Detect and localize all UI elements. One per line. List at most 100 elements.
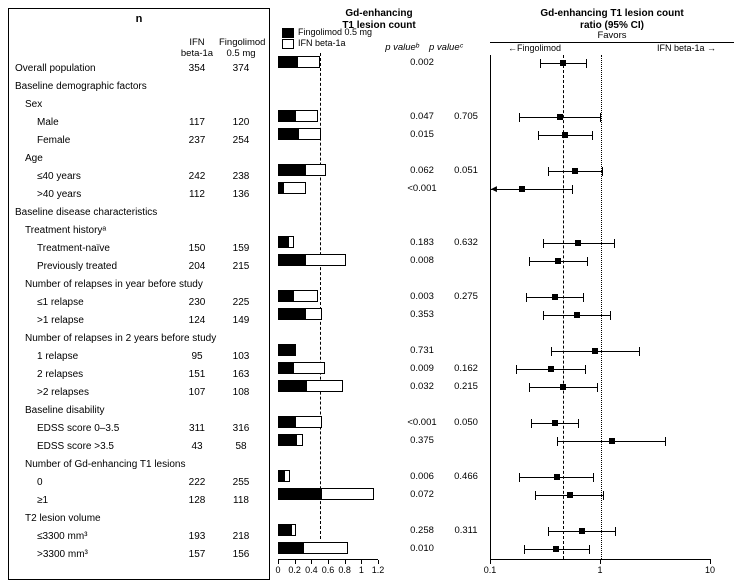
row-label: Number of relapses in 2 years before stu… (15, 333, 216, 344)
bar-fin (278, 110, 295, 122)
row-label: Age (15, 153, 175, 164)
forest-row (491, 73, 711, 91)
cell-fin: 136 (219, 189, 263, 200)
table-row: Age (15, 149, 263, 167)
cell-ifn: 128 (175, 495, 219, 506)
bar-row: <0.001 (278, 179, 480, 197)
forest-row (491, 271, 711, 289)
bar-legend: Fingolimod 0.5 mg IFN beta-1a (278, 25, 378, 53)
pvalue-b: 0.375 (398, 435, 446, 446)
bar-row: 0.0060.466 (278, 467, 480, 485)
table-row: EDSS score 0–3.5311316 (15, 419, 263, 437)
bar-row: 0.010 (278, 539, 480, 557)
forest-row (491, 397, 711, 415)
table-row: Baseline disease characteristics (15, 203, 263, 221)
pvalue-b: <0.001 (398, 183, 446, 194)
bar-fin (278, 542, 303, 554)
point-estimate (592, 348, 598, 354)
table-row: >1 relapse124149 (15, 311, 263, 329)
bar-row: 0.731 (278, 341, 480, 359)
point-estimate (548, 366, 554, 372)
favors-left: Fingolimod (508, 43, 561, 53)
pvalue-b: 0.010 (398, 543, 446, 554)
point-estimate (575, 240, 581, 246)
forest-row (491, 55, 711, 73)
bar-fin (278, 488, 321, 500)
pvalue-b: 0.015 (398, 129, 446, 140)
cell-ifn: 204 (175, 261, 219, 272)
row-label: EDSS score 0–3.5 (15, 423, 175, 434)
table-row: 0222255 (15, 473, 263, 491)
forest-row (491, 343, 711, 361)
bar-tick-label: 0.6 (322, 565, 335, 575)
bar-fin (278, 290, 293, 302)
bar-row: 0.353 (278, 305, 480, 323)
bar-tick-label: 1 (359, 565, 364, 575)
bar-row: 0.072 (278, 485, 480, 503)
forest-row (491, 433, 711, 451)
forest-plot-area: ◄ (490, 55, 711, 560)
pvalue-b-header: p valueᵇ (378, 42, 426, 53)
bar-row (278, 89, 480, 107)
bar-ifn (283, 182, 306, 194)
cell-fin: 225 (219, 297, 263, 308)
bar-ifn (293, 362, 325, 374)
cell-ifn: 95 (175, 351, 219, 362)
point-estimate (519, 186, 525, 192)
pvalue-b: 0.009 (398, 363, 446, 374)
bar-ifn (284, 470, 290, 482)
forest-row (491, 469, 711, 487)
cell-fin: 103 (219, 351, 263, 362)
table-row: Previously treated204215 (15, 257, 263, 275)
row-label: 1 relapse (15, 351, 175, 362)
forest-row (491, 289, 711, 307)
forest-row (491, 325, 711, 343)
cell-fin: 149 (219, 315, 263, 326)
bar-row: 0.0620.051 (278, 161, 480, 179)
bar-tick-label: 0 (275, 565, 280, 575)
bar-fin (278, 254, 305, 266)
pvalue-b: 0.072 (398, 489, 446, 500)
forest-row (491, 505, 711, 523)
pvalue-b: 0.008 (398, 255, 446, 266)
cell-ifn: 242 (175, 171, 219, 182)
forest-row (491, 541, 711, 559)
forest-row (491, 145, 711, 163)
bar-x-axis: 00.20.40.60.811.2 (278, 559, 378, 580)
table-row: Treatment historyᵃ (15, 221, 263, 239)
bar-ifn (296, 434, 303, 446)
bar-row: 0.015 (278, 125, 480, 143)
cell-fin: 156 (219, 549, 263, 560)
bar-ifn (293, 290, 318, 302)
pvalue-b: 0.003 (398, 291, 446, 302)
point-estimate (562, 132, 568, 138)
cell-ifn: 117 (175, 117, 219, 128)
bar-ifn (321, 488, 374, 500)
bar-fin (278, 434, 296, 446)
bar-row (278, 395, 480, 413)
table-row: Female237254 (15, 131, 263, 149)
cell-ifn: 354 (175, 63, 219, 74)
bar-tick-label: 1.2 (372, 565, 385, 575)
pvalue-b: 0.353 (398, 309, 446, 320)
forest-row (491, 109, 711, 127)
bar-ifn (288, 236, 294, 248)
bar-fin (278, 164, 305, 176)
row-label: >3300 mm³ (15, 549, 175, 560)
point-estimate (560, 60, 566, 66)
row-label: ≤1 relapse (15, 297, 175, 308)
bar-row: 0.008 (278, 251, 480, 269)
bar-row (278, 197, 480, 215)
row-label: ≤3300 mm³ (15, 531, 175, 542)
forest-row (491, 451, 711, 469)
bar-row: 0.0090.162 (278, 359, 480, 377)
row-label: 0 (15, 477, 175, 488)
forest-tick-label: 1 (597, 565, 602, 575)
row-label: Female (15, 135, 175, 146)
bar-fin (278, 56, 297, 68)
cell-fin: 316 (219, 423, 263, 434)
table-body: Overall population354374Baseline demogra… (15, 59, 263, 563)
bar-ifn (305, 164, 327, 176)
legend-swatch-fin (282, 28, 294, 38)
bar-ifn (305, 254, 347, 266)
